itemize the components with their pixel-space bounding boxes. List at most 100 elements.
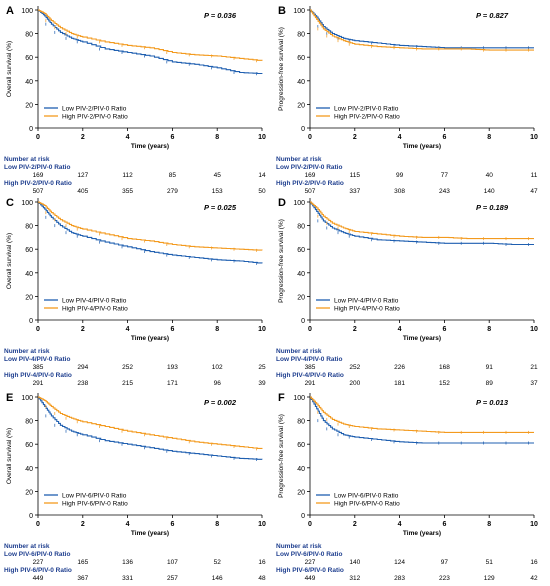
y-axis-label: Overall survival (%) — [6, 428, 13, 484]
risk-high-count: 279 — [167, 188, 178, 195]
y-tick-label: 80 — [297, 419, 305, 426]
y-axis-label: Progression-free survival (%) — [278, 414, 285, 498]
series-line-high — [310, 396, 534, 433]
risk-low-count: 227 — [305, 559, 316, 566]
x-tick-label: 6 — [170, 134, 174, 141]
risk-high-count: 367 — [77, 575, 88, 582]
y-tick-label: 80 — [25, 419, 33, 426]
risk-high-count: 181 — [394, 380, 405, 387]
risk-low-count: 107 — [167, 559, 178, 566]
risk-high-count: 291 — [305, 380, 316, 387]
risk-high-count: 331 — [122, 575, 133, 582]
x-tick-label: 0 — [308, 521, 312, 528]
series-line-high — [38, 9, 263, 61]
p-value: P = 0.025 — [204, 203, 237, 212]
y-axis-label: Overall survival (%) — [6, 233, 13, 289]
risk-low-count: 115 — [350, 172, 361, 179]
risk-high-count: 47 — [530, 188, 538, 195]
risk-low-count: 112 — [122, 172, 133, 179]
risk-low-count: 16 — [258, 559, 266, 566]
risk-low-count: 136 — [122, 559, 133, 566]
y-tick-label: 100 — [293, 8, 305, 15]
risk-low-count: 294 — [77, 364, 88, 371]
legend-entry: High PIV-2/PIV-0 Ratio — [62, 114, 128, 121]
risk-low-label: Low PIV-2/PIV-0 Ratio — [4, 164, 70, 171]
risk-high-count: 507 — [33, 188, 44, 195]
risk-heading: Number at risk — [276, 156, 322, 163]
risk-low-count: 99 — [396, 172, 404, 179]
y-tick-label: 80 — [25, 32, 33, 39]
risk-low-count: 52 — [214, 559, 222, 566]
x-tick-label: 8 — [215, 134, 219, 141]
y-tick-label: 0 — [29, 318, 33, 325]
risk-heading: Number at risk — [4, 348, 50, 355]
x-tick-label: 2 — [353, 521, 357, 528]
risk-low-count: 385 — [305, 364, 316, 371]
x-tick-label: 4 — [398, 134, 402, 141]
risk-low-label: Low PIV-2/PIV-0 Ratio — [276, 164, 342, 171]
panel-letter: E — [6, 392, 13, 404]
risk-low-count: 165 — [77, 559, 88, 566]
risk-high-count: 223 — [439, 575, 450, 582]
x-tick-label: 10 — [258, 521, 266, 528]
y-tick-label: 80 — [297, 224, 305, 231]
risk-low-count: 226 — [394, 364, 405, 371]
x-axis-label: Time (years) — [403, 335, 441, 342]
x-axis-label: Time (years) — [131, 335, 169, 342]
y-tick-label: 40 — [297, 466, 305, 473]
risk-high-label: High PIV-6/PIV-0 Ratio — [276, 567, 344, 574]
x-tick-label: 8 — [487, 134, 491, 141]
y-tick-label: 40 — [297, 79, 305, 86]
risk-low-count: 14 — [258, 172, 266, 179]
y-axis-label: Progression-free survival (%) — [278, 219, 285, 303]
y-tick-label: 100 — [293, 200, 305, 207]
series-line-high — [38, 201, 263, 251]
panel-D: D 0 20 40 60 80 100 0 2 4 6 8 10 Time (years) Progress… — [276, 197, 538, 387]
x-tick-label: 4 — [126, 134, 130, 141]
risk-heading: Number at risk — [4, 543, 50, 550]
y-tick-label: 20 — [25, 102, 33, 109]
risk-high-count: 291 — [33, 380, 44, 387]
risk-heading: Number at risk — [276, 543, 322, 550]
x-axis-label: Time (years) — [403, 530, 441, 537]
panel-A: A 0 20 40 60 80 100 0 2 4 6 8 10 Time (years) Overall … — [4, 5, 266, 195]
y-tick-label: 100 — [293, 395, 305, 402]
x-tick-label: 0 — [308, 134, 312, 141]
risk-high-count: 140 — [484, 188, 495, 195]
x-axis-label: Time (years) — [131, 530, 169, 537]
legend-entry: Low PIV-6/PIV-0 Ratio — [62, 493, 127, 500]
risk-low-count: 124 — [394, 559, 405, 566]
risk-low-count: 168 — [439, 364, 450, 371]
x-tick-label: 8 — [487, 326, 491, 333]
p-value: P = 0.036 — [204, 11, 237, 20]
x-tick-label: 6 — [442, 521, 446, 528]
x-tick-label: 4 — [398, 521, 402, 528]
x-axis-label: Time (years) — [403, 143, 441, 150]
x-tick-label: 6 — [442, 326, 446, 333]
x-tick-label: 0 — [36, 326, 40, 333]
y-tick-label: 40 — [25, 79, 33, 86]
risk-high-label: High PIV-4/PIV-0 Ratio — [4, 372, 72, 379]
risk-low-count: 193 — [167, 364, 178, 371]
risk-low-label: Low PIV-6/PIV-0 Ratio — [276, 551, 342, 558]
p-value: P = 0.013 — [476, 398, 509, 407]
risk-high-count: 152 — [439, 380, 450, 387]
risk-low-count: 21 — [530, 364, 538, 371]
risk-low-count: 252 — [122, 364, 133, 371]
y-tick-label: 0 — [301, 126, 305, 133]
y-tick-label: 20 — [297, 102, 305, 109]
series-line-high — [310, 201, 534, 240]
risk-low-count: 97 — [441, 559, 449, 566]
risk-high-count: 355 — [122, 188, 133, 195]
y-tick-label: 0 — [29, 513, 33, 520]
risk-high-count: 283 — [394, 575, 405, 582]
legend-entry: High PIV-4/PIV-0 Ratio — [62, 306, 128, 313]
p-value: P = 0.827 — [476, 11, 509, 20]
x-tick-label: 2 — [81, 134, 85, 141]
risk-high-count: 507 — [305, 188, 316, 195]
risk-low-count: 127 — [77, 172, 88, 179]
y-tick-label: 40 — [297, 271, 305, 278]
y-axis-label: Progression-free survival (%) — [278, 27, 285, 111]
x-tick-label: 10 — [530, 521, 538, 528]
